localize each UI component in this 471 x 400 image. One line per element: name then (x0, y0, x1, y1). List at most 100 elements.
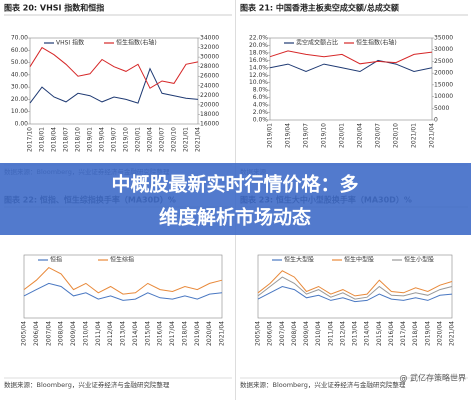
figure-title: 图表 20: VHSI 指数和恒指 (4, 3, 104, 13)
legend-label: 恒生大型股 (284, 256, 314, 264)
x-tick-label: 2019/04 (99, 127, 106, 152)
y-tick-label: 30.00 (11, 84, 28, 91)
series-line (23, 282, 223, 301)
x-tick-label: 2006/04 (33, 321, 40, 346)
x-tick-label: 2020/10 (393, 123, 400, 148)
series-line (29, 46, 199, 89)
x-tick-label: 2021/04 (449, 321, 456, 346)
y2-tick-label: 15000 (434, 81, 453, 88)
plot-frame (23, 254, 223, 319)
x-tick-label: 2012/04 (339, 321, 346, 346)
x-tick-label: 2020/04 (206, 321, 213, 346)
y-tick-label: 60.00 (11, 47, 28, 54)
banner-title: 维度解析市场动态 (159, 206, 311, 229)
y-tick-label: 2.0% (253, 109, 269, 116)
x-tick-label: 2013/04 (352, 321, 359, 346)
x-tick-label: 2021/04 (429, 123, 436, 148)
y2-tick-label: 20000 (434, 70, 453, 77)
x-tick-label: 2015/04 (144, 321, 151, 346)
x-tick-label: 2019/01 (267, 123, 274, 148)
y2-tick-label: 26000 (200, 73, 219, 80)
y-tick-label: 18.0% (249, 49, 268, 56)
series-line (257, 285, 453, 303)
y-tick-label: 22.0% (249, 35, 268, 42)
x-tick-label: 2013/04 (120, 321, 127, 346)
banner-title: 中概股最新实时行情价格：多 (111, 173, 358, 196)
x-tick-label: 2021/04 (219, 321, 226, 346)
banner (0, 163, 471, 235)
y2-tick-label: 34000 (200, 35, 219, 42)
plot-frame (269, 37, 433, 121)
plot-frame (257, 254, 453, 319)
x-tick-label: 2009/04 (303, 321, 310, 346)
x-tick-label: 2018/04 (412, 321, 419, 346)
y-tick-label: 0.00 (15, 121, 29, 128)
figure-source: 数据来源：Bloomberg，兴业证券经济与金融研究院整理 (4, 380, 170, 389)
x-tick-label: 2018/10 (75, 127, 82, 152)
y-tick-label: 50.00 (11, 59, 28, 66)
y2-tick-label: 30000 (200, 54, 219, 61)
y-tick-label: 4.0% (253, 102, 269, 109)
x-tick-label: 2021/04 (195, 127, 202, 152)
y2-tick-label: 5000 (434, 105, 449, 112)
x-tick-label: 2018/07 (63, 127, 70, 152)
x-tick-label: 2019/10 (123, 127, 130, 152)
series-line (257, 270, 453, 297)
x-tick-label: 2019/04 (424, 321, 431, 346)
x-tick-label: 2021/01 (411, 123, 418, 148)
x-tick-label: 2010/04 (315, 321, 322, 346)
x-tick-label: 2012/04 (107, 321, 114, 346)
y2-tick-label: 16000 (200, 121, 219, 128)
legend-label: 恒生中型股 (344, 256, 374, 264)
x-tick-label: 2008/04 (58, 321, 65, 346)
plot-frame (29, 37, 199, 125)
x-tick-label: 2009/04 (70, 321, 77, 346)
series-line (269, 59, 433, 73)
x-tick-label: 2020/01 (135, 127, 142, 152)
x-tick-label: 2020/04 (357, 123, 364, 148)
x-tick-label: 2007/04 (45, 321, 52, 346)
x-tick-label: 2005/04 (255, 321, 262, 346)
y-tick-label: 20.00 (11, 96, 28, 103)
x-tick-label: 2010/04 (82, 321, 89, 346)
y2-tick-label: 20000 (200, 101, 219, 108)
legend-label: 卖空成交额占比 (296, 39, 338, 47)
y2-tick-label: 0 (434, 117, 438, 124)
x-tick-label: 2020/04 (147, 127, 154, 152)
y-tick-label: 8.0% (253, 87, 269, 94)
x-tick-label: 2019/04 (285, 123, 292, 148)
y2-tick-label: 32000 (200, 44, 219, 51)
x-tick-label: 2018/04 (51, 127, 58, 152)
y2-tick-label: 10000 (434, 93, 453, 100)
y-tick-label: 12.0% (249, 72, 268, 79)
x-tick-label: 2020/01 (339, 123, 346, 148)
x-tick-label: 2019/07 (111, 127, 118, 152)
x-tick-label: 2007/04 (279, 321, 286, 346)
x-tick-label: 2015/04 (376, 321, 383, 346)
x-tick-label: 2021/01 (183, 127, 190, 152)
y2-tick-label: 25000 (434, 58, 453, 65)
figure-title: 图表 21: 中国香港主板卖空成交额/总成交额 (240, 3, 399, 13)
x-tick-label: 2019/10 (321, 123, 328, 148)
x-tick-label: 2017/04 (169, 321, 176, 346)
y-tick-label: 20.0% (249, 42, 268, 49)
series-line (257, 276, 453, 300)
legend-label: VHSI 指数 (56, 39, 84, 47)
y-tick-label: 10.0% (249, 79, 268, 86)
y2-tick-label: 18000 (200, 111, 219, 118)
x-tick-label: 2014/04 (364, 321, 371, 346)
y-tick-label: 6.0% (253, 94, 269, 101)
y2-tick-label: 35000 (434, 35, 453, 42)
x-tick-label: 2018/01 (39, 127, 46, 152)
y-tick-label: 0.0% (253, 117, 269, 124)
x-tick-label: 2020/07 (375, 123, 382, 148)
series-line (23, 266, 223, 295)
x-tick-label: 2008/04 (291, 321, 298, 346)
legend-label: 恒生小型股 (404, 256, 434, 264)
x-tick-label: 2017/04 (400, 321, 407, 346)
y-tick-label: 14.0% (249, 64, 268, 71)
x-tick-label: 2016/04 (157, 321, 164, 346)
y2-tick-label: 22000 (200, 92, 219, 99)
x-tick-label: 2017/10 (27, 127, 34, 152)
x-tick-label: 2020/10 (171, 127, 178, 152)
